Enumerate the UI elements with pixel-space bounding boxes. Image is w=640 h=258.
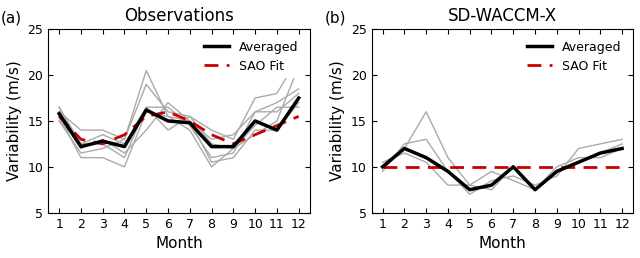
Averaged [208,145,216,148]
SAO Fit [553,165,561,168]
Averaged [273,128,281,132]
SAO Fit [120,133,128,136]
SAO Fit [509,165,517,168]
SAO Fit [77,138,84,141]
SAO Fit [422,165,430,168]
Line: SAO Fit: SAO Fit [59,112,299,144]
Averaged [596,151,604,155]
Text: (a): (a) [1,11,22,26]
Legend: Averaged, SAO Fit: Averaged, SAO Fit [522,36,627,78]
Y-axis label: Variability (m/s): Variability (m/s) [330,61,346,181]
Title: Observations: Observations [124,7,234,25]
SAO Fit [273,124,281,127]
SAO Fit [466,165,474,168]
Averaged [143,108,150,111]
SAO Fit [208,133,216,136]
Title: SD-WACCM-X: SD-WACCM-X [448,7,557,25]
Averaged [55,112,63,115]
Y-axis label: Variability (m/s): Variability (m/s) [7,61,22,181]
SAO Fit [99,142,106,146]
SAO Fit [444,165,452,168]
Averaged [186,121,194,124]
X-axis label: Month: Month [155,236,203,251]
SAO Fit [252,133,259,136]
SAO Fit [295,115,303,118]
SAO Fit [531,165,539,168]
SAO Fit [230,142,237,146]
Averaged [553,170,561,173]
Averaged [379,165,387,168]
SAO Fit [575,165,582,168]
Legend: Averaged, SAO Fit: Averaged, SAO Fit [199,36,303,78]
Averaged [444,170,452,173]
Averaged [466,188,474,191]
SAO Fit [379,165,387,168]
Averaged [488,184,495,187]
Averaged [77,145,84,148]
Averaged [401,147,408,150]
SAO Fit [401,165,408,168]
Averaged [120,145,128,148]
SAO Fit [488,165,495,168]
Line: Averaged: Averaged [383,148,622,190]
Averaged [422,156,430,159]
Line: Averaged: Averaged [59,98,299,147]
Averaged [618,147,626,150]
X-axis label: Month: Month [479,236,526,251]
Averaged [164,119,172,123]
SAO Fit [596,165,604,168]
Averaged [295,96,303,100]
SAO Fit [55,115,63,118]
Averaged [509,165,517,168]
Text: (b): (b) [324,11,346,26]
SAO Fit [164,110,172,113]
Averaged [99,140,106,143]
SAO Fit [186,119,194,123]
Averaged [252,119,259,123]
SAO Fit [143,115,150,118]
Averaged [531,188,539,191]
SAO Fit [618,165,626,168]
Averaged [575,161,582,164]
Averaged [230,145,237,148]
